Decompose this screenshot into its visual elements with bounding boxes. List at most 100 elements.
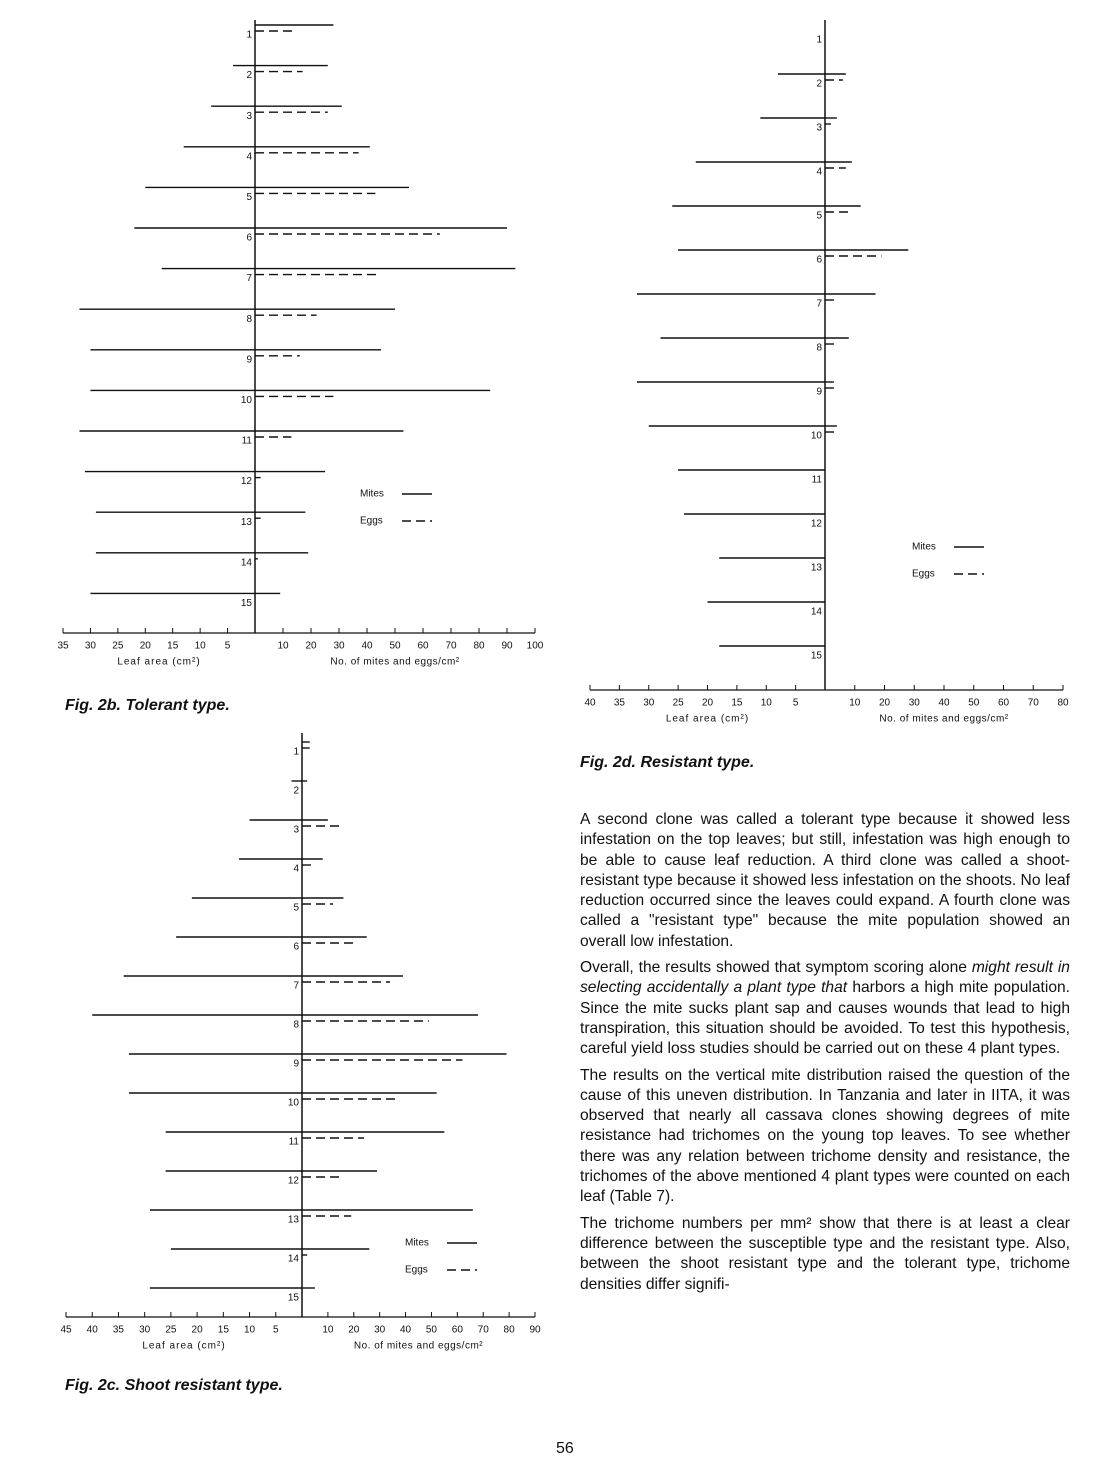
x-axis-label: Leaf area (cm²) (666, 714, 749, 725)
leaf-number: 12 (241, 476, 253, 487)
text-span: A second clone was called a tolerant typ… (580, 811, 1070, 950)
x-axis-label: Leaf area (cm²) (117, 657, 200, 668)
x-tick-label: 20 (192, 1325, 204, 1336)
legend-label: Mites (405, 1238, 429, 1249)
x-tick-label: 10 (761, 698, 773, 709)
x-tick-label: 60 (452, 1325, 464, 1336)
x-tick-label: 30 (374, 1325, 386, 1336)
x-tick-label: 30 (909, 698, 921, 709)
x-tick-label: 25 (673, 698, 685, 709)
leaf-number: 9 (293, 1059, 299, 1070)
legend-label: Eggs (360, 516, 383, 527)
leaf-number: 14 (241, 557, 253, 568)
leaf-number: 2 (293, 786, 299, 797)
x-tick-label: 15 (167, 641, 179, 652)
x-tick-label: 15 (731, 698, 743, 709)
paragraph: The trichome numbers per mm² show that t… (580, 1214, 1070, 1295)
x-tick-label: 35 (113, 1325, 125, 1336)
legend-label: Mites (912, 542, 936, 553)
figure-caption: Fig. 2b. Tolerant type. (65, 697, 230, 714)
x-tick-label: 70 (445, 641, 457, 652)
leaf-number: 8 (816, 343, 822, 354)
x-tick-label: 10 (322, 1325, 334, 1336)
x-tick-label: 50 (426, 1325, 438, 1336)
leaf-number: 15 (288, 1293, 300, 1304)
text-span: harbors a high mite population. Since th… (580, 979, 1070, 1058)
text-span: The trichome numbers per mm² show that t… (580, 1214, 1070, 1293)
x-tick-label: 40 (361, 641, 373, 652)
x-tick-label: 35 (57, 641, 69, 652)
leaf-number: 3 (246, 111, 252, 122)
text-column: A second clone was called a tolerant typ… (580, 810, 1070, 1301)
leaf-number: 11 (289, 1137, 300, 1148)
x-tick-label: 35 (614, 698, 626, 709)
x-tick-label: 40 (400, 1325, 412, 1336)
x-tick-label: 40 (87, 1325, 99, 1336)
leaf-number: 14 (288, 1254, 300, 1265)
x-tick-label: 40 (938, 698, 950, 709)
x-tick-label: 20 (702, 698, 714, 709)
x-tick-label: 30 (643, 698, 655, 709)
x-tick-label: 5 (273, 1325, 279, 1336)
leaf-number: 13 (288, 1215, 300, 1226)
leaf-number: 15 (241, 598, 253, 609)
leaf-number: 7 (293, 981, 299, 992)
leaf-number: 8 (246, 314, 252, 325)
x-tick-label: 40 (584, 698, 596, 709)
leaf-number: 7 (246, 273, 252, 284)
leaf-number: 12 (288, 1176, 300, 1187)
leaf-number: 1 (246, 30, 252, 41)
paragraph: Overall, the results showed that symptom… (580, 958, 1070, 1059)
paragraph: A second clone was called a tolerant typ… (580, 810, 1070, 952)
x-tick-label: 20 (305, 641, 317, 652)
leaf-number: 6 (293, 942, 299, 953)
leaf-number: 4 (293, 864, 299, 875)
x-tick-label: 90 (501, 641, 513, 652)
x-tick-label: 60 (998, 698, 1010, 709)
leaf-number: 6 (816, 255, 822, 266)
x-tick-label: 25 (112, 641, 124, 652)
legend-label: Eggs (405, 1265, 428, 1276)
page-number: 56 (556, 1440, 574, 1457)
leaf-number: 9 (816, 387, 822, 398)
x-axis-label: No. of mites and eggs/cm² (330, 657, 459, 668)
x-tick-label: 30 (333, 641, 345, 652)
x-tick-label: 90 (529, 1325, 541, 1336)
leaf-number: 4 (246, 151, 252, 162)
figure-caption: Fig. 2d. Resistant type. (580, 754, 754, 771)
x-tick-label: 70 (478, 1325, 490, 1336)
leaf-number: 7 (816, 299, 822, 310)
x-tick-label: 50 (389, 641, 401, 652)
text-span: Overall, the results showed that symptom… (580, 959, 972, 977)
x-tick-label: 10 (195, 641, 207, 652)
leaf-number: 10 (241, 395, 253, 406)
x-tick-label: 70 (1028, 698, 1040, 709)
leaf-number: 8 (293, 1020, 299, 1031)
leaf-number: 9 (246, 354, 252, 365)
leaf-number: 5 (246, 192, 252, 203)
leaf-number: 14 (811, 607, 823, 618)
x-tick-label: 30 (85, 641, 97, 652)
leaf-number: 1 (293, 747, 299, 758)
x-tick-label: 10 (277, 641, 289, 652)
leaf-number: 2 (816, 79, 822, 90)
leaf-number: 3 (816, 123, 822, 134)
x-axis-label: No. of mites and eggs/cm² (354, 1341, 483, 1352)
x-tick-label: 20 (348, 1325, 360, 1336)
x-axis-label: Leaf area (cm²) (142, 1341, 225, 1352)
legend-label: Mites (360, 489, 384, 500)
x-tick-label: 30 (139, 1325, 151, 1336)
x-tick-label: 80 (1057, 698, 1069, 709)
paragraph: The results on the vertical mite distrib… (580, 1066, 1070, 1208)
x-tick-label: 5 (793, 698, 799, 709)
leaf-number: 11 (242, 436, 253, 447)
leaf-number: 13 (811, 563, 823, 574)
x-tick-label: 15 (218, 1325, 230, 1336)
leaf-number: 13 (241, 517, 253, 528)
x-tick-label: 20 (879, 698, 891, 709)
leaf-number: 12 (811, 519, 823, 530)
leaf-number: 6 (246, 233, 252, 244)
leaf-number: 1 (816, 35, 822, 46)
x-tick-label: 80 (504, 1325, 516, 1336)
